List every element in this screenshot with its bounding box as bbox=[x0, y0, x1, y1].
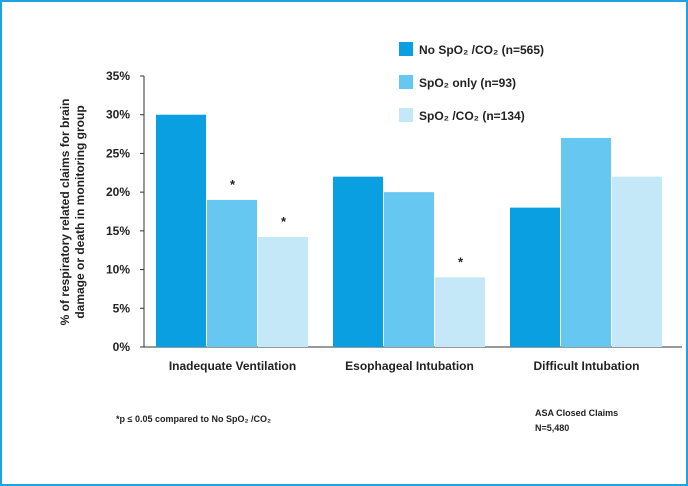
legend: No SpO₂ /CO₂ (n=565) SpO₂ only (n=93) SpO₂… bbox=[399, 42, 544, 123]
legend-swatch bbox=[399, 108, 413, 122]
significance-marker: * bbox=[230, 177, 236, 192]
category-label: Esophageal Intubation bbox=[345, 359, 474, 373]
y-axis-title: % of respiratory related claims for brai… bbox=[58, 99, 87, 326]
bar bbox=[333, 176, 383, 347]
source-line-2: N=5,480 bbox=[535, 423, 569, 433]
bar bbox=[435, 277, 485, 347]
y-tick-label: 35% bbox=[106, 69, 130, 83]
footnote: *p ≤ 0.05 compared to No SpO₂ /CO₂ bbox=[116, 414, 271, 424]
category-labels: Inadequate Ventilation Esophageal Intubat… bbox=[169, 359, 640, 373]
significance-marker: * bbox=[458, 254, 464, 269]
category-label: Difficult Intubation bbox=[534, 359, 640, 373]
significance-marker: * bbox=[281, 214, 287, 229]
y-tick-label: 5% bbox=[113, 301, 131, 315]
bar bbox=[156, 114, 206, 347]
y-tick-label: 25% bbox=[106, 146, 130, 160]
bar bbox=[258, 237, 308, 347]
y-tick-label: 10% bbox=[106, 263, 130, 277]
y-tick-label: 15% bbox=[106, 224, 130, 238]
bar bbox=[510, 207, 560, 347]
bar bbox=[612, 176, 662, 347]
y-tick-label: 0% bbox=[113, 340, 131, 354]
source-line-1: ASA Closed Claims bbox=[535, 408, 618, 418]
legend-label: SpO₂ /CO₂ (n=134) bbox=[419, 109, 525, 123]
category-label: Inadequate Ventilation bbox=[169, 359, 296, 373]
y-tick-label: 30% bbox=[106, 108, 130, 122]
legend-label: SpO₂ only (n=93) bbox=[419, 76, 516, 90]
legend-label: No SpO₂ /CO₂ (n=565) bbox=[419, 43, 544, 57]
y-axis-title-line: damage or death in monitoring group bbox=[73, 105, 87, 318]
bar bbox=[207, 199, 257, 347]
bars: * * * bbox=[156, 114, 662, 347]
y-axis-title-line: % of respiratory related claims for brai… bbox=[58, 99, 72, 326]
y-tick-label: 20% bbox=[106, 185, 130, 199]
bar bbox=[384, 192, 434, 347]
legend-swatch bbox=[399, 42, 413, 56]
bar bbox=[561, 137, 611, 347]
legend-swatch bbox=[399, 75, 413, 89]
